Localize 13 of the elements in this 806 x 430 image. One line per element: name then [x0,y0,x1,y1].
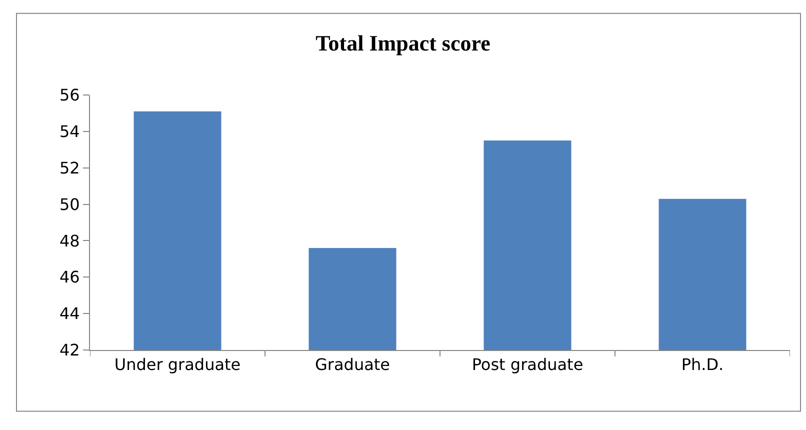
x-tick-label: Ph.D. [681,355,724,374]
x-tick-label: Under graduate [114,355,241,374]
y-tick-label: 50 [59,194,80,214]
y-tick-label: 44 [59,304,80,324]
y-tick-label: 42 [59,340,80,360]
y-tick-label: 54 [59,122,80,142]
y-tick-label: 48 [59,231,80,250]
x-tick-label: Post graduate [472,355,584,374]
x-tick-label: Graduate [315,355,390,374]
y-tick-label: 46 [59,268,80,287]
chart-title: Total Impact score [316,30,491,56]
y-tick-label: 56 [59,86,80,105]
y-tick-label: 52 [59,158,80,178]
